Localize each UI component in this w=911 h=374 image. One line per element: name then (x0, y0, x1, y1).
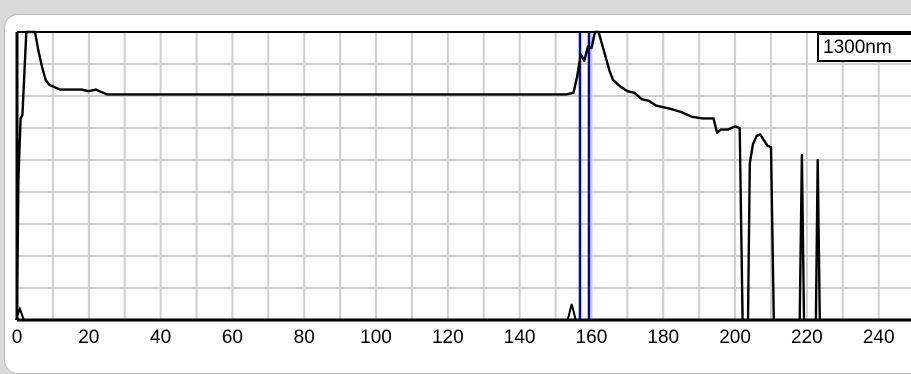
x-tick-label: 240 (863, 327, 895, 348)
legend: 1300nm (817, 33, 911, 62)
x-tick-label: 20 (78, 327, 99, 348)
x-tick-label: 160 (576, 327, 608, 348)
event-marker-2 (566, 303, 577, 321)
x-tick-label: 120 (432, 327, 464, 348)
event-markers (14, 303, 577, 321)
trace-line-1 (15, 30, 911, 322)
x-tick-label: 0 (12, 327, 23, 348)
x-tick-label: 80 (294, 327, 315, 348)
x-tick-label: 140 (504, 327, 536, 348)
otdr-trace-chart: 0 20 40 60 80 100 120 140 160 180 200 220 240 1300nm (12, 30, 911, 348)
axes: 0 20 40 60 80 100 120 140 160 180 200 220 240 (12, 31, 911, 348)
x-tick-label: 220 (791, 327, 823, 348)
legend-box (817, 33, 911, 62)
chart-panel (4, 14, 911, 374)
grid (17, 32, 911, 320)
x-tick-label: 180 (647, 327, 679, 348)
cursor-markers[interactable] (578, 32, 591, 320)
x-tick-label: 60 (222, 327, 243, 348)
x-tick-label: 200 (719, 327, 751, 348)
legend-label: 1300nm (823, 37, 892, 58)
x-tick-label: 40 (150, 327, 171, 348)
trace-series (15, 30, 911, 322)
x-tick-label: 100 (360, 327, 392, 348)
